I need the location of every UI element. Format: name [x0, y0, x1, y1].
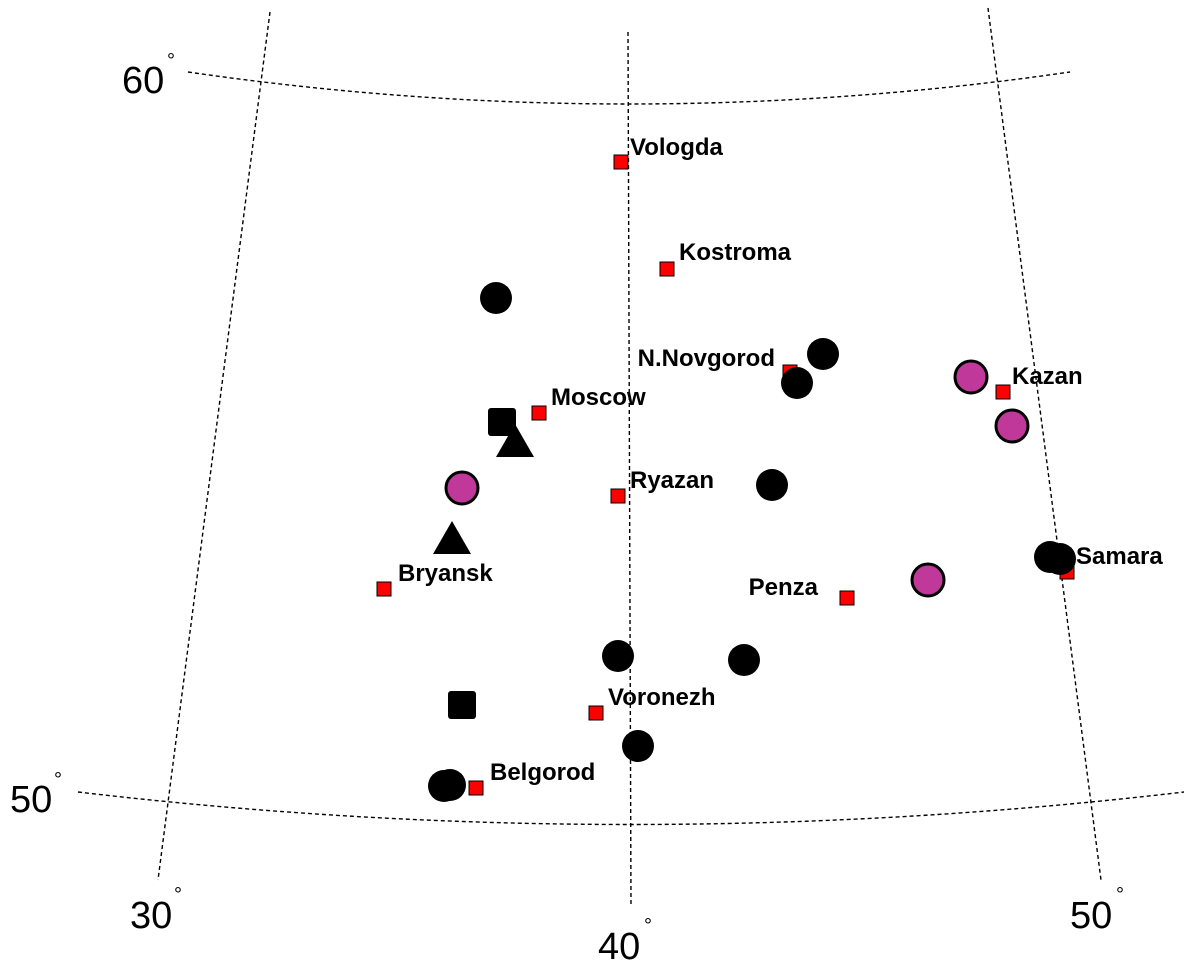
city-marker-belgorod	[468, 780, 484, 796]
lat-label-60: 60	[122, 60, 164, 102]
city-marker-vologda	[613, 154, 629, 170]
city-label-ryazan: Ryazan	[630, 467, 714, 494]
city-marker-kostroma	[659, 261, 675, 277]
city-label-nnovgorod: N.Novgorod	[638, 345, 775, 372]
city-marker-ryazan	[610, 488, 626, 504]
city-marker-voronezh	[588, 705, 604, 721]
site-symbols	[428, 282, 1076, 802]
site-marker-square-black-17	[448, 691, 476, 719]
lon-label-40: 40	[598, 926, 640, 967]
city-label-vologda: Vologda	[630, 134, 724, 161]
city-label-moscow: Moscow	[551, 384, 646, 411]
lat-label-50-degree: °	[54, 769, 62, 791]
site-marker-triangle-black-19	[433, 521, 471, 554]
site-marker-circle-black-6	[1044, 543, 1076, 575]
city-label-samara: Samara	[1076, 543, 1163, 570]
graticule	[77, 7, 1185, 907]
site-marker-circle-magenta-14	[444, 470, 480, 506]
site-marker-circle-magenta-12	[953, 359, 989, 395]
lon-label-30-degree: °	[174, 884, 182, 906]
city-label-kazan: Kazan	[1012, 363, 1083, 390]
city-marker-kazan	[995, 384, 1011, 400]
city-marker-bryansk	[376, 581, 392, 597]
site-marker-triangle-black-18	[496, 424, 534, 457]
longitude-line-40	[627, 31, 632, 907]
city-label-kostroma: Kostroma	[679, 239, 792, 266]
longitude-line-30	[157, 11, 271, 881]
city-marker-moscow	[531, 405, 547, 421]
city-marker-penza	[839, 590, 855, 606]
site-marker-circle-black-4	[756, 469, 788, 501]
lon-label-50: 50	[1070, 895, 1112, 937]
site-marker-circle-black-8	[728, 644, 760, 676]
lon-label-40-degree: °	[644, 915, 652, 937]
lon-label-30: 30	[130, 895, 172, 937]
site-marker-square-black-16	[488, 408, 516, 436]
site-marker-circle-magenta-13	[994, 408, 1030, 444]
site-marker-circle-black-1	[480, 282, 512, 314]
site-marker-circle-black-2	[807, 338, 839, 370]
site-marker-circle-black-7	[602, 640, 634, 672]
site-marker-circle-magenta-15	[910, 562, 946, 598]
site-marker-circle-black-3	[781, 367, 813, 399]
city-markers: Vologda Kostroma N.Novgorod Kazan Moscow Ryaz…	[376, 134, 1163, 796]
site-marker-circle-black-9	[622, 730, 654, 762]
latitude-line-60	[187, 71, 1071, 105]
axis-labels: 60 ° 50 ° 30 ° 40 ° 50 °	[10, 50, 1124, 967]
lon-label-50-degree: °	[1116, 884, 1124, 906]
city-label-belgorod: Belgorod	[490, 759, 595, 786]
lat-label-60-degree: °	[167, 50, 175, 72]
longitude-line-50	[987, 7, 1102, 881]
city-label-bryansk: Bryansk	[398, 560, 493, 587]
site-marker-circle-black-11	[434, 769, 466, 801]
lat-label-50: 50	[10, 779, 52, 821]
city-label-voronezh: Voronezh	[608, 684, 716, 711]
city-label-penza: Penza	[749, 574, 819, 601]
